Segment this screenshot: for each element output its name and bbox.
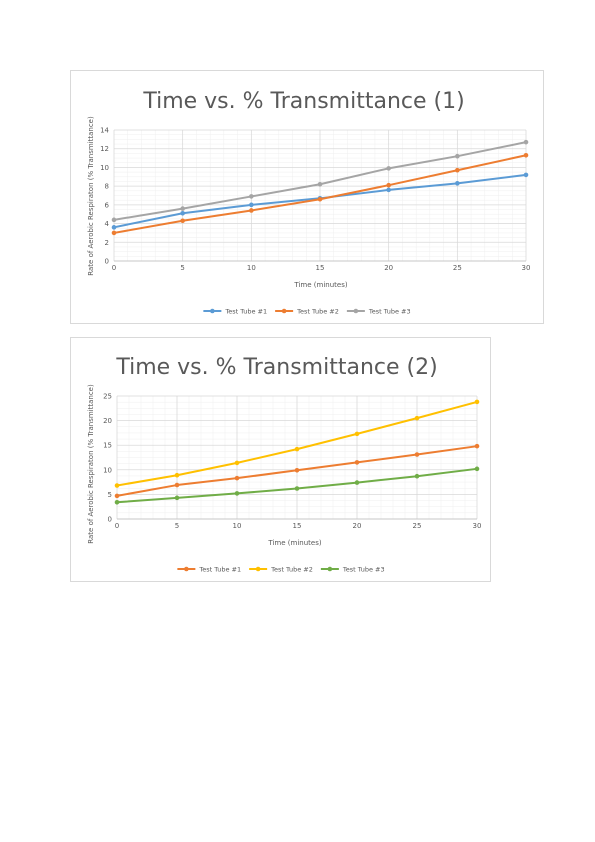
data-point-series-3: [111, 217, 117, 223]
data-point-series-2: [180, 218, 185, 224]
x-tick-label: 10: [233, 522, 242, 530]
x-tick-label: 15: [293, 522, 302, 530]
chart-2: Time vs. % Transmittance (2) Rate of Aer…: [70, 337, 491, 582]
x-axis-label: Time (minutes): [293, 281, 347, 289]
legend-swatch-marker: [281, 308, 287, 314]
chart-title: Time vs. % Transmittance (2): [115, 355, 437, 380]
y-axis-label: Rate of Aerobic Respiraton (% Transmitta…: [87, 116, 95, 276]
data-point-series-1: [249, 202, 254, 208]
y-tick-label: 6: [105, 201, 110, 209]
y-tick-label: 2: [105, 239, 109, 247]
x-tick-label: 15: [316, 264, 325, 272]
data-point-series-2: [249, 208, 254, 213]
legend-swatch-marker: [210, 308, 215, 314]
gridlines: [113, 129, 527, 262]
data-point-series-2: [414, 415, 420, 421]
legend-swatch-marker: [184, 566, 189, 572]
data-point-series-3: [354, 480, 360, 485]
y-tick-label: 4: [105, 220, 110, 228]
data-point-series-1: [111, 225, 117, 230]
data-point-series-1: [386, 187, 391, 193]
data-point-series-3: [294, 486, 300, 491]
data-point-series-1: [114, 493, 120, 499]
chart-2-svg: Time vs. % Transmittance (2) Rate of Aer…: [87, 355, 482, 573]
chart-title: Time vs. % Transmittance (1): [142, 89, 464, 114]
y-tick-label: 8: [105, 183, 109, 191]
y-tick-label: 0: [108, 516, 112, 524]
data-point-series-1: [414, 452, 420, 457]
data-point-series-2: [294, 446, 300, 452]
legend-label: Test Tube #1: [224, 307, 267, 315]
data-point-series-3: [249, 194, 254, 199]
y-tick-label: 25: [103, 393, 112, 401]
data-point-series-2: [111, 230, 117, 236]
data-point-series-3: [455, 153, 460, 159]
chart-1: Time vs. % Transmittance (1) Rate of Aer…: [70, 70, 544, 324]
x-tick-label: 20: [384, 264, 393, 272]
legend: Test Tube #1 Test Tube #2 Test Tube #3: [203, 307, 411, 315]
data-point-series-3: [180, 206, 185, 211]
data-point-series-1: [180, 210, 185, 216]
data-point-series-3: [386, 166, 391, 171]
x-tick-label: 5: [180, 264, 184, 272]
data-point-series-2: [386, 182, 391, 188]
data-point-series-2: [455, 167, 460, 173]
y-tick-label: 10: [100, 164, 109, 172]
data-point-series-1: [234, 475, 240, 481]
legend-label: Test Tube #3: [368, 307, 411, 315]
y-tick-label: 15: [103, 442, 112, 450]
x-tick-label: 10: [247, 264, 256, 272]
legend-swatch-marker: [255, 566, 261, 572]
data-point-series-2: [114, 483, 120, 488]
data-point-series-3: [523, 139, 529, 145]
y-tick-label: 10: [103, 466, 112, 474]
data-point-series-2: [354, 431, 360, 437]
legend-label: Test Tube #1: [198, 565, 241, 573]
legend-label: Test Tube #3: [342, 565, 385, 573]
data-point-series-3: [317, 181, 323, 187]
x-axis-label: Time (minutes): [267, 539, 321, 547]
x-tick-label: 30: [473, 522, 482, 530]
x-tick-label: 20: [353, 522, 362, 530]
x-tick-label: 25: [413, 522, 422, 530]
y-tick-label: 12: [100, 145, 109, 153]
data-point-series-2: [523, 152, 529, 158]
gridlines: [116, 395, 478, 520]
x-tick-label: 0: [115, 522, 119, 530]
legend-label: Test Tube #2: [296, 307, 339, 315]
x-tick-label: 30: [522, 264, 531, 272]
data-point-series-1: [474, 443, 480, 449]
legend: Test Tube #1 Test Tube #2 Test Tube #3: [177, 565, 385, 573]
x-tick-label: 25: [453, 264, 462, 272]
data-point-series-3: [414, 473, 420, 479]
data-point-series-3: [174, 495, 180, 501]
data-point-series-3: [234, 491, 240, 496]
legend-swatch-marker: [327, 566, 333, 572]
data-point-series-2: [174, 472, 180, 478]
y-tick-label: 0: [105, 258, 109, 266]
data-point-series-2: [317, 196, 323, 202]
data-point-series-1: [523, 172, 529, 178]
data-point-series-3: [114, 499, 120, 505]
legend-swatch-marker: [353, 308, 359, 314]
legend-label: Test Tube #2: [270, 565, 313, 573]
data-point-series-1: [294, 467, 300, 473]
y-tick-label: 20: [103, 417, 112, 425]
y-tick-label: 5: [108, 491, 112, 499]
y-tick-label: 14: [100, 127, 109, 135]
y-axis-label: Rate of Aerobic Respiraton (% Transmitta…: [87, 384, 95, 544]
data-point-series-2: [234, 460, 240, 466]
data-point-series-1: [174, 482, 180, 488]
chart-1-svg: Time vs. % Transmittance (1) Rate of Aer…: [87, 89, 531, 315]
data-point-series-1: [455, 181, 460, 186]
data-point-series-3: [474, 466, 480, 472]
data-point-series-2: [474, 399, 480, 405]
x-tick-label: 5: [175, 522, 179, 530]
data-point-series-1: [354, 460, 360, 465]
x-tick-label: 0: [112, 264, 116, 272]
